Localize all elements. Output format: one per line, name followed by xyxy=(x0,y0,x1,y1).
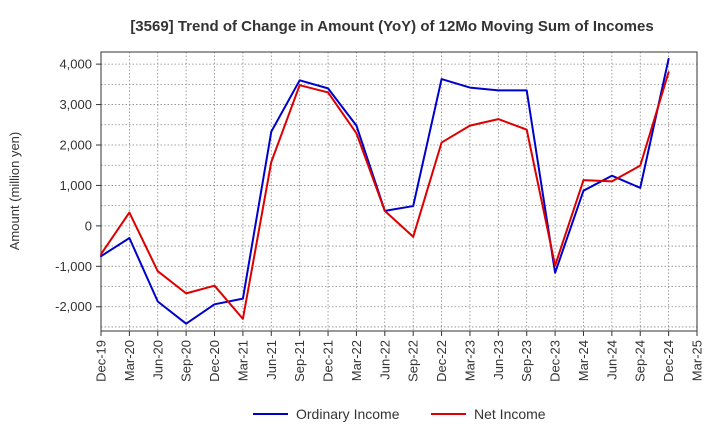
x-tick-label: Mar-20 xyxy=(122,340,137,381)
axes xyxy=(96,51,698,336)
x-tick-label: Sep-22 xyxy=(406,340,421,382)
x-tick-label: Jun-23 xyxy=(491,340,506,380)
x-tick-label: Mar-21 xyxy=(235,340,250,381)
x-tick-label: Jun-22 xyxy=(377,340,392,380)
x-tick-label: Dec-24 xyxy=(661,340,676,382)
x-tick-label: Mar-22 xyxy=(349,340,364,381)
grid xyxy=(100,52,698,331)
legend-label: Net Income xyxy=(474,406,546,422)
x-tick-label: Dec-19 xyxy=(94,340,109,382)
x-tick-label: Jun-21 xyxy=(264,340,279,380)
plot-frame xyxy=(100,51,698,332)
x-tick-label: Mar-25 xyxy=(690,340,705,381)
x-tick-label: Mar-23 xyxy=(462,340,477,381)
y-tick-label: 0 xyxy=(85,218,92,233)
x-tick-label: Jun-20 xyxy=(150,340,165,380)
chart-title: [3569] Trend of Change in Amount (YoY) o… xyxy=(130,18,653,35)
x-tick-label: Dec-21 xyxy=(321,340,336,382)
x-tick-label: Sep-23 xyxy=(519,340,534,382)
x-tick-label: Sep-20 xyxy=(179,340,194,382)
legend: Ordinary Income Net Income xyxy=(253,406,546,422)
x-tick-label: Sep-21 xyxy=(292,340,307,382)
tick-labels: -2,000 -1,000 0 1,000 2,000 3,000 4,000 Dec-19 M… xyxy=(55,57,704,382)
x-tick-label: Dec-22 xyxy=(434,340,449,382)
y-tick-label: 4,000 xyxy=(59,57,92,72)
x-tick-label: Jun-24 xyxy=(604,340,619,380)
y-tick-label: 2,000 xyxy=(59,138,92,153)
series-line-net-income xyxy=(100,71,670,320)
y-tick-label: -2,000 xyxy=(55,299,92,314)
y-tick-label: 1,000 xyxy=(59,178,92,193)
y-axis-label: Amount (million yen) xyxy=(7,132,22,251)
x-tick-label: Dec-20 xyxy=(207,340,222,382)
series-lines xyxy=(100,57,670,325)
y-tick-label: -1,000 xyxy=(55,259,92,274)
y-tick-label: 3,000 xyxy=(59,97,92,112)
x-tick-label: Mar-24 xyxy=(576,340,591,381)
x-tick-label: Sep-24 xyxy=(633,340,648,382)
legend-label: Ordinary Income xyxy=(296,406,400,422)
x-tick-label: Dec-23 xyxy=(548,340,563,382)
